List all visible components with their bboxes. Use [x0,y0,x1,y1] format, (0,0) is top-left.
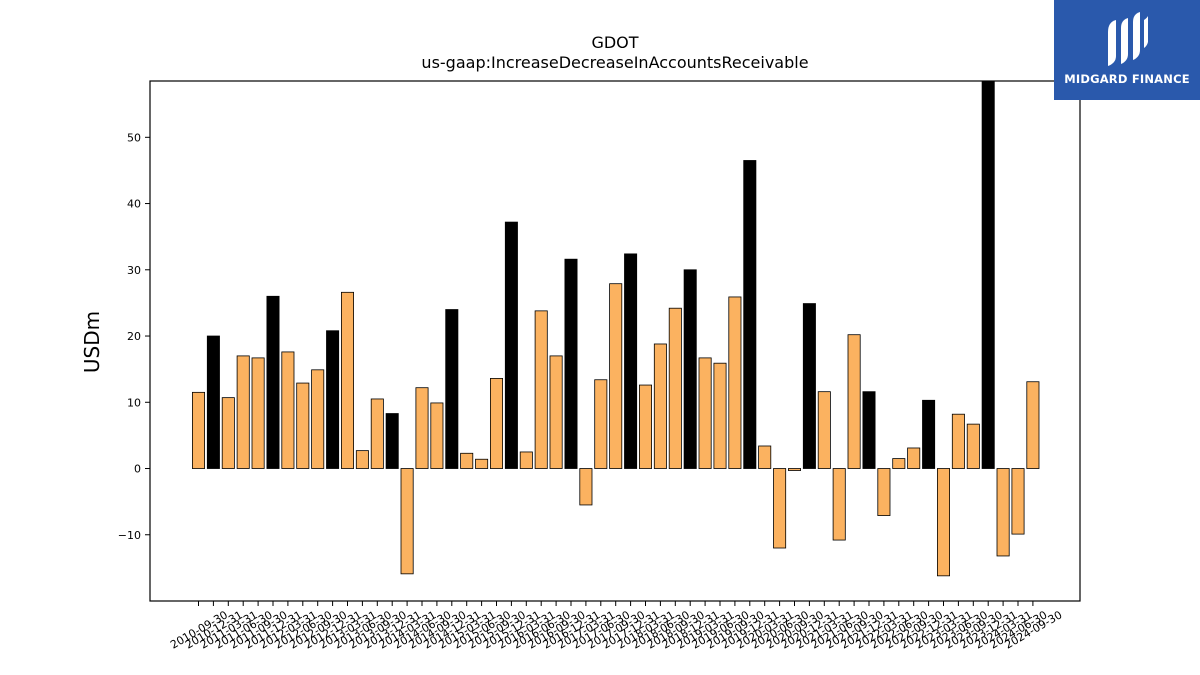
bar-2017-03-31 [579,468,593,506]
bar-2011-09-30 [251,357,265,469]
bar-2011-06-30 [236,355,250,469]
bar-2013-03-31 [340,291,354,469]
bar-2018-06-30 [653,343,667,469]
bar-2016-03-31 [519,451,533,469]
y-tick-label: 50 [127,131,141,144]
bar-2021-03-31 [817,391,831,469]
y-tick-label: 0 [134,463,141,476]
bar-2015-09-30 [489,378,503,469]
y-axis-ticks: −10 0 10 20 30 40 50 [118,131,150,542]
plot-frame [149,80,1081,602]
bar-2017-12-31 [624,253,638,469]
bar-2014-03-31 [400,468,414,575]
bar-2012-03-31 [281,351,295,469]
bar-2021-12-31 [862,391,876,469]
bar-2022-06-30 [892,458,906,469]
bar-2015-03-31 [460,452,474,469]
bar-2020-09-30 [788,468,802,471]
bar-2023-09-30 [966,423,980,469]
bar-2018-09-30 [668,307,682,469]
bar-2011-12-31 [266,295,280,469]
bar-2021-06-30 [832,468,846,541]
bar-2019-06-30 [713,362,727,469]
brand-name: MIDGARD FINANCE [1064,72,1190,86]
chart-title: GDOT [591,33,638,52]
bar-2023-06-30 [951,413,965,469]
bar-2021-09-30 [847,334,861,469]
y-tick-label: 40 [127,198,141,211]
bar-2019-12-31 [743,160,757,469]
y-tick-label: 30 [127,264,141,277]
bar-2022-09-30 [907,447,921,469]
bar-2011-03-31 [221,397,235,469]
y-tick-label: 20 [127,330,141,343]
bar-2022-12-31 [922,399,936,469]
bar-2012-12-31 [326,330,340,469]
bar-2013-09-30 [370,398,384,469]
bar-2013-12-31 [385,413,399,469]
bar-2022-03-31 [877,468,891,516]
bars-group [191,80,1040,577]
bar-2016-09-30 [549,355,563,469]
bar-2014-06-30 [415,387,429,469]
y-tick-label: 10 [127,396,141,409]
y-tick-label: −10 [118,529,141,542]
bar-2024-09-30 [1026,381,1040,469]
bar-2020-03-31 [758,445,772,469]
bar-2018-12-31 [683,269,697,469]
bar-2023-03-31 [937,468,951,577]
bar-2018-03-31 [639,384,653,469]
bar-2016-06-30 [534,310,548,469]
bar-2015-06-30 [475,458,489,469]
bar-2012-06-30 [296,382,310,469]
bar-2023-12-31 [981,80,995,469]
bar-2020-06-30 [773,468,787,549]
bar-2010-12-31 [206,335,220,469]
bar-2012-09-30 [311,369,325,469]
bar-2019-03-31 [698,357,712,469]
brand-logo: MIDGARD FINANCE [1054,0,1200,100]
bar-2017-06-30 [594,379,608,469]
bar-2020-12-31 [802,303,816,469]
bar-2016-12-31 [564,258,578,469]
bar-2024-03-31 [996,468,1010,557]
chart-subtitle: us-gaap:IncreaseDecreaseInAccountsReceiv… [421,53,808,72]
bar-2013-06-30 [355,450,369,469]
bar-2024-06-30 [1011,468,1025,535]
bar-2014-12-31 [445,309,459,469]
x-axis-ticks: 2010-09-302010-12-312011-03-312011-06-30… [168,601,1064,652]
bar-2019-09-30 [728,296,742,469]
midgard-logo-icon [1108,12,1148,66]
bar-2015-12-31 [504,221,518,469]
bar-2014-09-30 [430,402,444,469]
bar-2017-09-30 [609,283,623,469]
y-axis-label: USDm [80,311,104,373]
bar-2010-09-30 [191,391,205,469]
